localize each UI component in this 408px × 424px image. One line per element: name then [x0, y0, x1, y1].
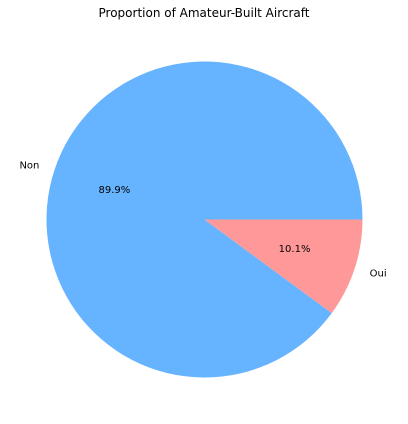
- pie-slices: [46, 61, 363, 378]
- chart-title: Proportion of Amateur-Built Aircraft: [99, 6, 310, 20]
- pie-slice-non: [46, 61, 363, 378]
- slice-percent-oui: 10.1%: [279, 244, 311, 255]
- pie-labels: Non 89.9% Oui 10.1%: [19, 160, 386, 279]
- slice-label-non: Non: [19, 160, 39, 171]
- pie-slice-oui: [204, 219, 363, 314]
- slice-percent-non: 89.9%: [99, 185, 131, 196]
- slice-label-oui: Oui: [370, 269, 387, 280]
